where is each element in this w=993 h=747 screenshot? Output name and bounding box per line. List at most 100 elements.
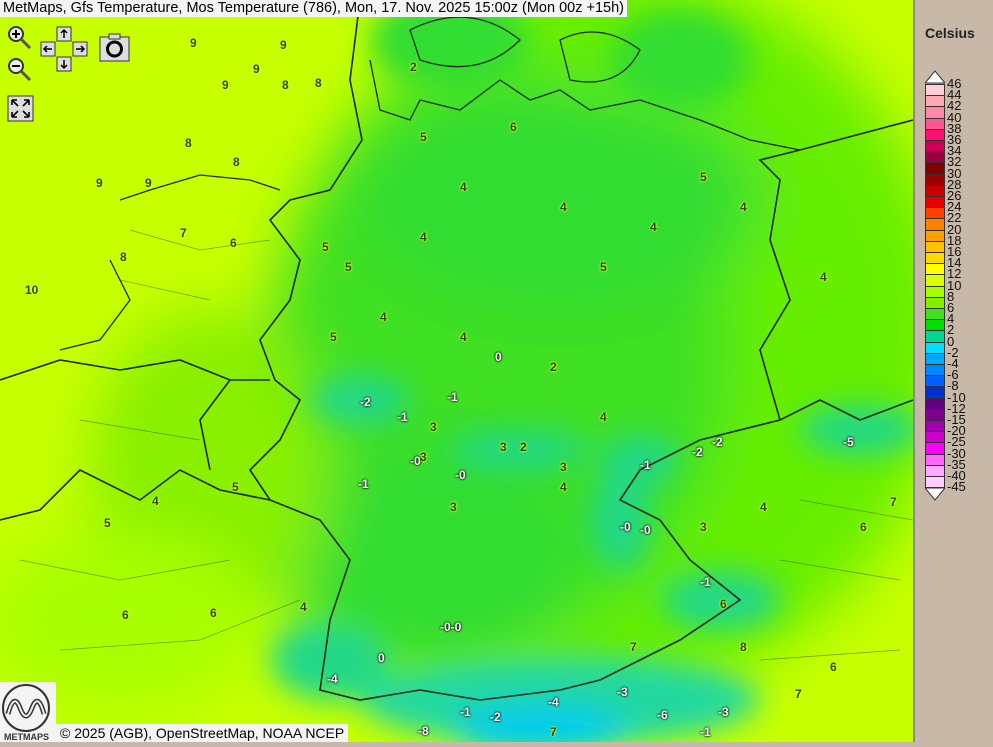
station-value: 3 <box>450 500 457 514</box>
zoom-in-button[interactable] <box>6 24 32 50</box>
station-value: 8 <box>315 76 322 90</box>
station-value: 2 <box>520 440 527 454</box>
legend-label: -45 <box>947 479 966 495</box>
legend-label: -4 <box>947 356 959 371</box>
legend-label: 36 <box>947 132 962 147</box>
legend-label: 14 <box>947 255 962 271</box>
station-value: 0 <box>495 350 502 364</box>
station-value: 7 <box>180 226 187 240</box>
station-value: -4 <box>327 672 338 686</box>
legend-label: 26 <box>947 188 962 203</box>
screenshot-button[interactable] <box>99 32 131 62</box>
station-value: 5 <box>345 260 352 274</box>
legend-label: -2 <box>947 344 959 360</box>
legend-label: -8 <box>947 378 959 394</box>
station-value: 4 <box>740 200 747 214</box>
station-value: -1 <box>358 477 369 491</box>
legend-label: -12 <box>947 400 966 416</box>
legend-label: -10 <box>947 389 966 405</box>
station-value: 8 <box>233 155 240 169</box>
legend-label: -15 <box>947 412 966 427</box>
legend-label: 30 <box>947 165 962 181</box>
station-value: 3 <box>430 420 437 434</box>
legend-unit: Celsius <box>925 25 975 41</box>
legend-label: 24 <box>947 199 962 215</box>
station-value: 4 <box>300 600 307 614</box>
station-value: 6 <box>720 597 727 611</box>
station-value: -2 <box>360 395 371 409</box>
station-value: 3 <box>500 440 507 454</box>
legend-label: 6 <box>947 300 955 315</box>
station-value: 9 <box>253 62 260 76</box>
station-value: 9 <box>96 176 103 190</box>
legend-min-arrow <box>925 487 945 501</box>
station-value: 6 <box>860 520 867 534</box>
station-value: 9 <box>280 38 287 52</box>
zoom-out-icon <box>8 58 32 82</box>
legend-label: 2 <box>947 322 955 338</box>
station-value: -1 <box>447 390 458 404</box>
legend-label: -6 <box>947 367 959 383</box>
station-value: 5 <box>232 480 239 494</box>
station-value: 2 <box>550 360 557 374</box>
station-value: 4 <box>460 330 467 344</box>
station-value: 9 <box>190 36 197 50</box>
station-value: -0 <box>640 523 651 537</box>
station-value: -1 <box>397 410 408 424</box>
station-value: 8 <box>185 136 192 150</box>
station-value: 7 <box>630 640 637 654</box>
station-value: 4 <box>460 180 467 194</box>
legend-label: 10 <box>947 277 962 293</box>
legend-label: 8 <box>947 288 955 304</box>
legend-label: 44 <box>947 87 962 103</box>
map-canvas[interactable]: 9 9 9 9 8 8 8 9 9 8 10 8 7 6 5 5 4 4 5 6 2 4 5 4 5 4 4 5 4 4 3 3 4 4 0 2 3 -2… <box>0 0 913 742</box>
zoom-out-button[interactable] <box>6 56 32 82</box>
station-value: -3 <box>617 685 628 699</box>
station-value: 9 <box>145 176 152 190</box>
legend-label: -30 <box>947 445 966 461</box>
station-value: 7 <box>890 495 897 509</box>
station-value: 6 <box>210 606 217 620</box>
station-value: 4 <box>420 230 427 244</box>
legend-label: -25 <box>947 434 966 450</box>
zoom-in-icon <box>8 26 32 50</box>
legend-label: 0 <box>947 333 955 349</box>
fullscreen-button[interactable] <box>7 95 35 123</box>
station-value: -8 <box>418 724 429 738</box>
station-value: 8 <box>740 640 747 654</box>
station-value: -1 <box>700 725 711 739</box>
station-value: -0 <box>455 468 466 482</box>
station-value: 4 <box>600 410 607 424</box>
station-value: -2 <box>712 435 723 449</box>
station-value: -1 <box>700 575 711 589</box>
station-value: 4 <box>152 494 159 508</box>
station-value: 5 <box>322 240 329 254</box>
camera-icon <box>99 33 130 62</box>
station-value: 2 <box>410 60 417 74</box>
legend-label: 42 <box>947 98 962 114</box>
station-value: -5 <box>843 435 854 449</box>
legend-label: 32 <box>947 154 962 170</box>
legend-label: 38 <box>947 120 962 136</box>
color-legend: Celsius 46 44 42 40 38 36 34 32 30 28 26 24 22 20 18 16… <box>913 0 993 742</box>
pan-control[interactable] <box>40 26 88 72</box>
station-value: 4 <box>380 310 387 324</box>
station-value: -3 <box>718 705 729 719</box>
station-value: -1 <box>460 705 471 719</box>
station-value: -0-0 <box>440 620 462 634</box>
temperature-field <box>0 0 913 742</box>
station-value: -2 <box>692 445 703 459</box>
station-value: -6 <box>657 708 668 722</box>
legend-label: 4 <box>947 311 955 327</box>
station-value: -0 <box>410 454 421 468</box>
station-value: 7 <box>795 687 802 701</box>
station-value: 4 <box>760 500 767 514</box>
legend-label: 46 <box>947 76 962 91</box>
station-value: 9 <box>222 78 229 92</box>
legend-label: 18 <box>947 232 962 248</box>
station-value: 6 <box>830 660 837 674</box>
station-value: -2 <box>490 710 501 724</box>
legend-swatch <box>925 476 945 489</box>
station-value: 0 <box>378 651 385 665</box>
country-borders <box>0 0 913 701</box>
